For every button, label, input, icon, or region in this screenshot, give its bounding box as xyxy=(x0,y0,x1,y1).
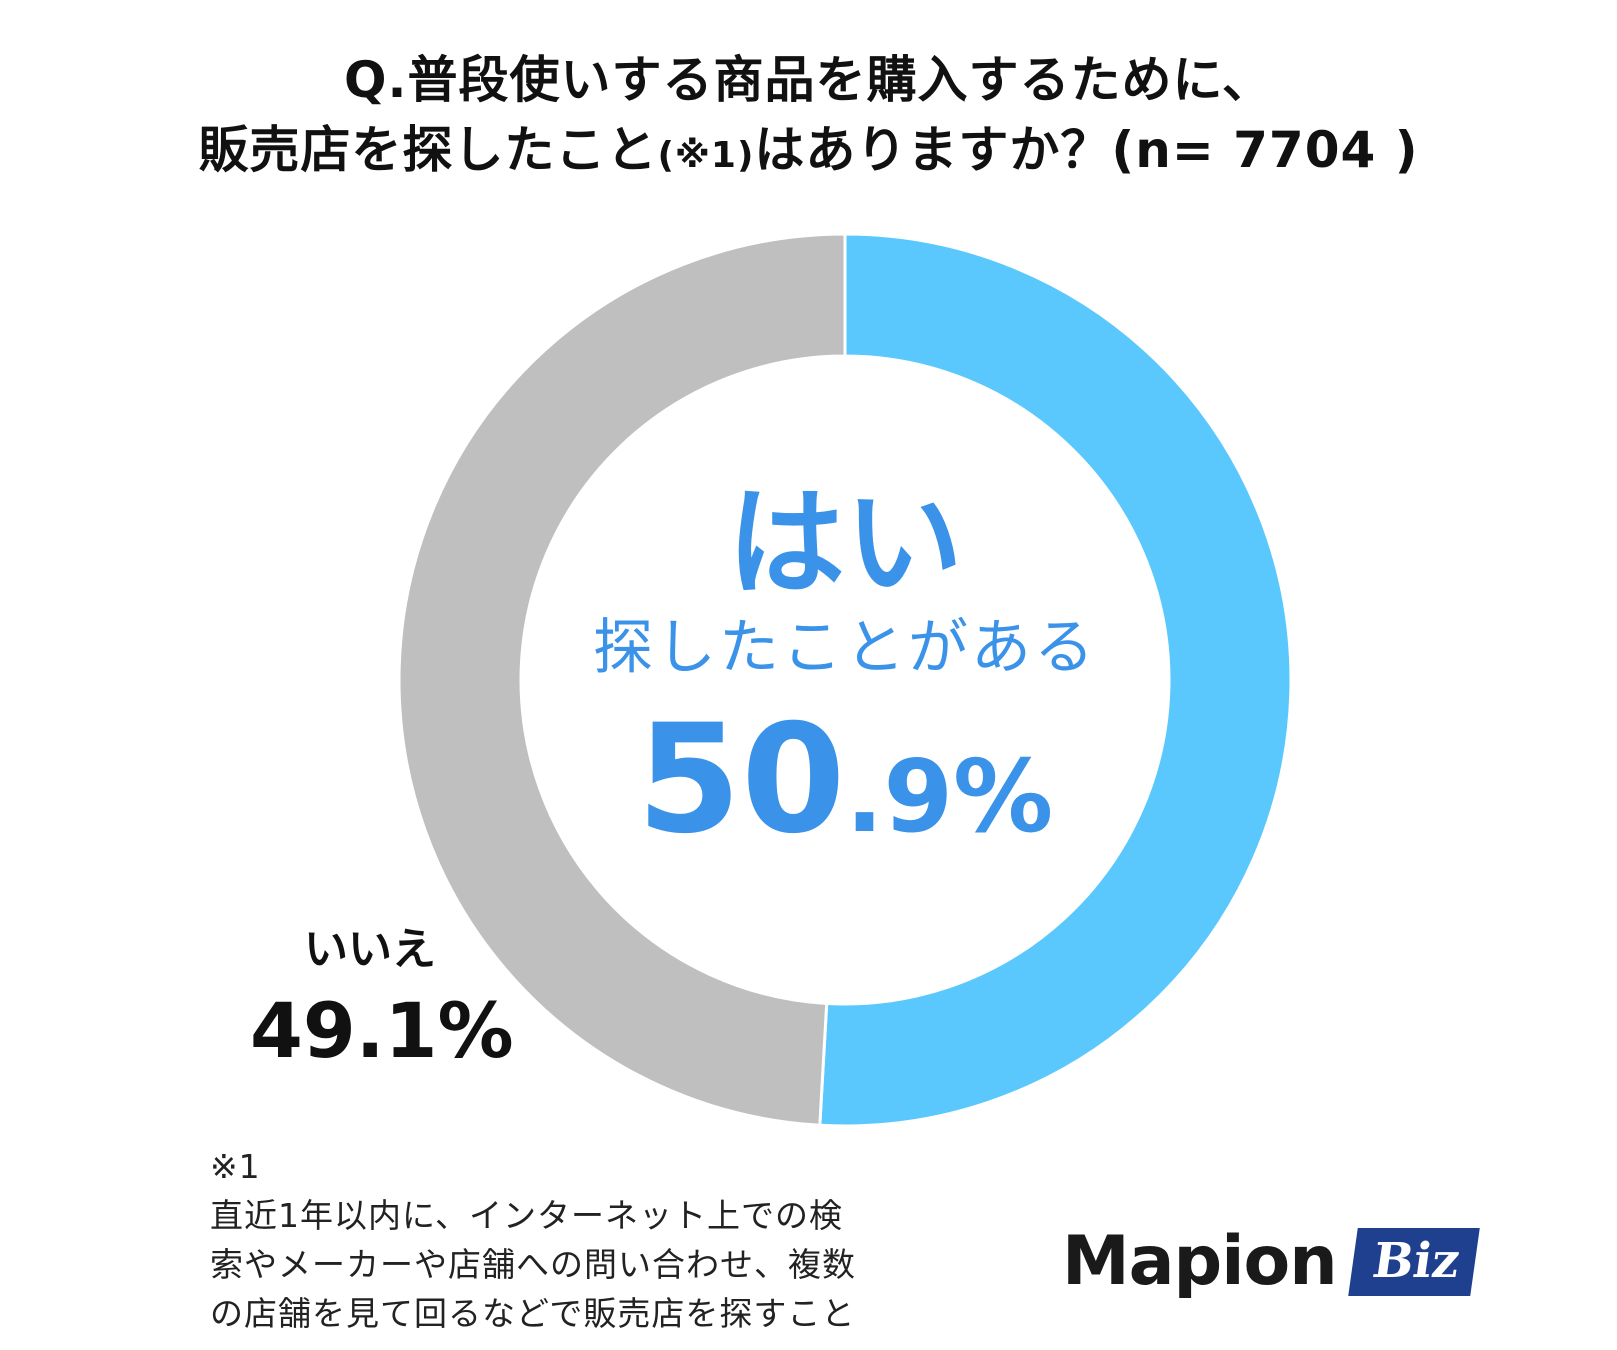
footnote-line-3: の店舗を見て回るなどで販売店を探すこと xyxy=(210,1294,856,1333)
yes-category-label: はい xyxy=(726,474,963,612)
title-question-tail: はありますか？(n= 7704 ) xyxy=(754,121,1419,179)
footnote-line-2: 索やメーカーや店舗への問い合わせ、複数 xyxy=(210,1245,856,1284)
donut-slice-yes xyxy=(818,232,1293,1128)
chart-title-line-2: 販売店を探したこと(※1)はありますか？(n= 7704 ) xyxy=(0,118,1617,188)
mapion-biz-logo: Mapion Biz xyxy=(1062,1212,1480,1312)
yes-percentage-decimal: .9% xyxy=(845,738,1054,855)
yes-percentage-integer: 50 xyxy=(636,693,846,867)
footnote-line-1: 直近1年以内に、インターネット上での検 xyxy=(210,1196,844,1235)
title-main-text: 販売店を探したこと xyxy=(198,121,658,179)
no-category-label: いいえ xyxy=(304,924,436,975)
footnote-mark: ※1 xyxy=(210,1147,261,1186)
yes-percentage-label: 50.9% xyxy=(0,700,1617,906)
no-percentage-label: 49.1% xyxy=(250,986,514,1075)
yes-category-sublabel: 探したことがある xyxy=(593,613,1097,683)
logo-wordmark: Mapion xyxy=(1062,1222,1338,1301)
chart-title-line-1: Q.普段使いする商品を購入するために、 xyxy=(344,51,1273,109)
logo-badge: Biz xyxy=(1347,1228,1480,1296)
donut-slice-no xyxy=(397,232,847,1127)
title-footnote-ref: (※1) xyxy=(657,135,755,176)
